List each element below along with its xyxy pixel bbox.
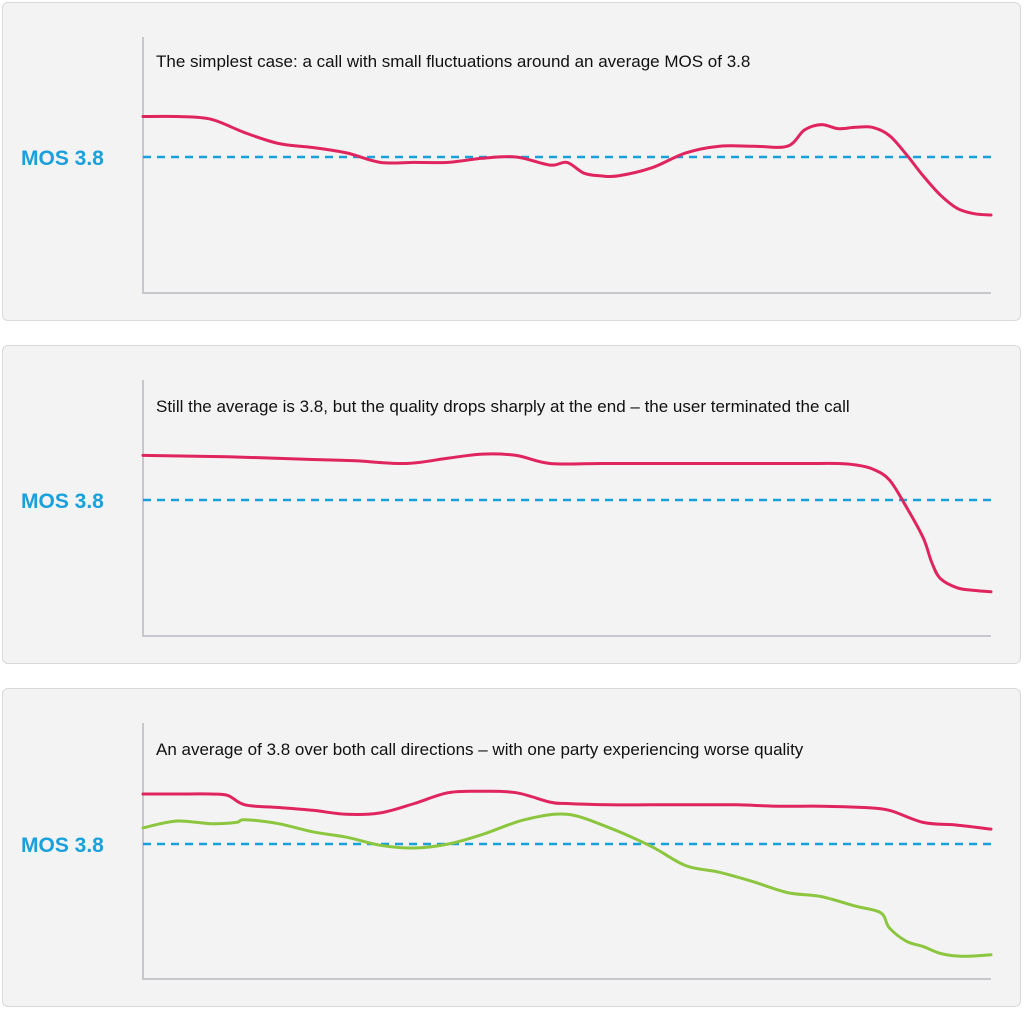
- chart-2: Still the average is 3.8, but the qualit…: [21, 380, 993, 637]
- plot-area: [141, 452, 993, 594]
- mos-reference-label: MOS 3.8: [21, 834, 104, 857]
- plot-area: [141, 789, 993, 958]
- series-line-1: [141, 789, 993, 831]
- mos-reference-label: MOS 3.8: [21, 147, 104, 170]
- series-line-2: [141, 812, 993, 958]
- chart-1: The simplest case: a call with small flu…: [21, 37, 993, 294]
- chart-3: An average of 3.8 over both call directi…: [21, 723, 993, 980]
- chart-title: The simplest case: a call with small flu…: [156, 52, 750, 71]
- chart-panel-1: The simplest case: a call with small flu…: [2, 2, 1021, 321]
- chart-panel-3: An average of 3.8 over both call directi…: [2, 688, 1021, 1007]
- chart-title: An average of 3.8 over both call directi…: [156, 740, 804, 759]
- series-line-1: [141, 114, 993, 217]
- chart-panel-2: Still the average is 3.8, but the qualit…: [2, 345, 1021, 664]
- series-line-1: [141, 452, 993, 594]
- mos-reference-label: MOS 3.8: [21, 490, 104, 513]
- chart-title: Still the average is 3.8, but the qualit…: [156, 397, 850, 416]
- plot-area: [141, 114, 993, 217]
